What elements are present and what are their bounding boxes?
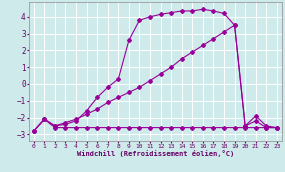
- X-axis label: Windchill (Refroidissement éolien,°C): Windchill (Refroidissement éolien,°C): [77, 150, 234, 157]
